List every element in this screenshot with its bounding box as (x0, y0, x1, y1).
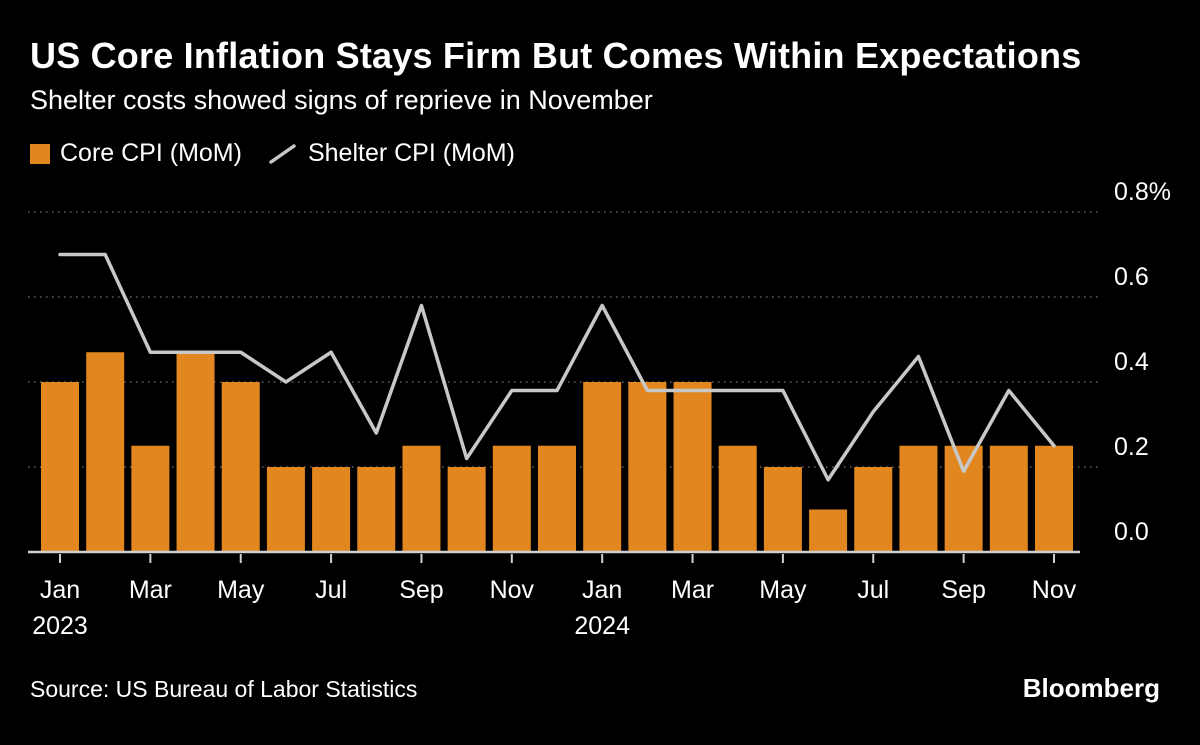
core-cpi-bar (989, 445, 1028, 552)
chart-subtitle: Shelter costs showed signs of reprieve i… (30, 85, 653, 115)
core-cpi-bar (492, 445, 531, 552)
core-cpi-bar (312, 467, 351, 552)
shelter-cpi-line (58, 252, 1056, 482)
y-axis-label: 0.4 (1114, 348, 1149, 376)
core-cpi-bar (854, 467, 893, 552)
core-cpi-bar (899, 445, 938, 552)
x-axis-label: Jan (582, 576, 622, 604)
x-axis-label: May (217, 576, 265, 604)
y-axis-label: 0.0 (1114, 518, 1149, 546)
core-cpi-bar (447, 467, 486, 552)
core-cpi-bar (176, 352, 215, 552)
core-cpi-bar (538, 445, 576, 552)
x-axis-year-label: 2023 (32, 612, 88, 640)
legend-item-shelter-cpi: Shelter CPI (MoM) (268, 139, 515, 168)
y-axis-label: 0.8% (1114, 178, 1171, 206)
x-axis-label: Jul (315, 576, 347, 604)
core-cpi-bar (402, 445, 441, 552)
x-axis-label: Nov (1032, 576, 1077, 604)
shelter-line-icon (269, 143, 296, 164)
core-cpi-bar (583, 382, 622, 552)
chart-legend: Core CPI (MoM) Shelter CPI (MoM) (30, 139, 515, 168)
core-cpi-bar (86, 352, 125, 552)
source-note: Source: US Bureau of Labor Statistics (30, 676, 418, 702)
x-axis-label: Sep (941, 576, 985, 604)
legend-label-core-cpi: Core CPI (MoM) (60, 139, 242, 167)
core-cpi-bar (1035, 445, 1073, 552)
core-cpi-bar (673, 382, 712, 552)
x-axis-year-label: 2024 (574, 612, 630, 640)
legend-label-shelter-cpi: Shelter CPI (MoM) (307, 139, 515, 167)
bloomberg-logo: Bloomberg (1022, 673, 1160, 703)
core-cpi-bar (944, 445, 983, 552)
core-cpi-swatch-icon (30, 143, 50, 164)
core-cpi-bar (266, 467, 305, 552)
x-axis-label: Jan (40, 576, 80, 604)
x-axis-label: Mar (129, 576, 172, 604)
y-axis-label: 0.6 (1114, 263, 1149, 291)
core-cpi-bar (221, 382, 260, 552)
core-cpi-bar (628, 382, 667, 552)
core-cpi-bar (718, 445, 757, 552)
core-cpi-bar (763, 467, 802, 552)
chart-title: US Core Inflation Stays Firm But Comes W… (30, 35, 1082, 76)
y-axis-label: 0.2 (1114, 433, 1149, 461)
x-axis-label: Jul (857, 576, 889, 604)
legend-item-core-cpi: Core CPI (MoM) (30, 139, 242, 168)
x-axis-label: Mar (671, 576, 714, 604)
core-cpi-bar (809, 509, 848, 552)
shelter-line-icon-stroke (269, 143, 296, 164)
core-cpi-bar (357, 467, 396, 552)
x-axis-label: May (759, 576, 807, 604)
core-cpi-bar (131, 445, 170, 552)
x-axis-label: Sep (399, 576, 443, 604)
core-cpi-bar (41, 382, 79, 552)
x-axis-label: Nov (490, 576, 535, 604)
